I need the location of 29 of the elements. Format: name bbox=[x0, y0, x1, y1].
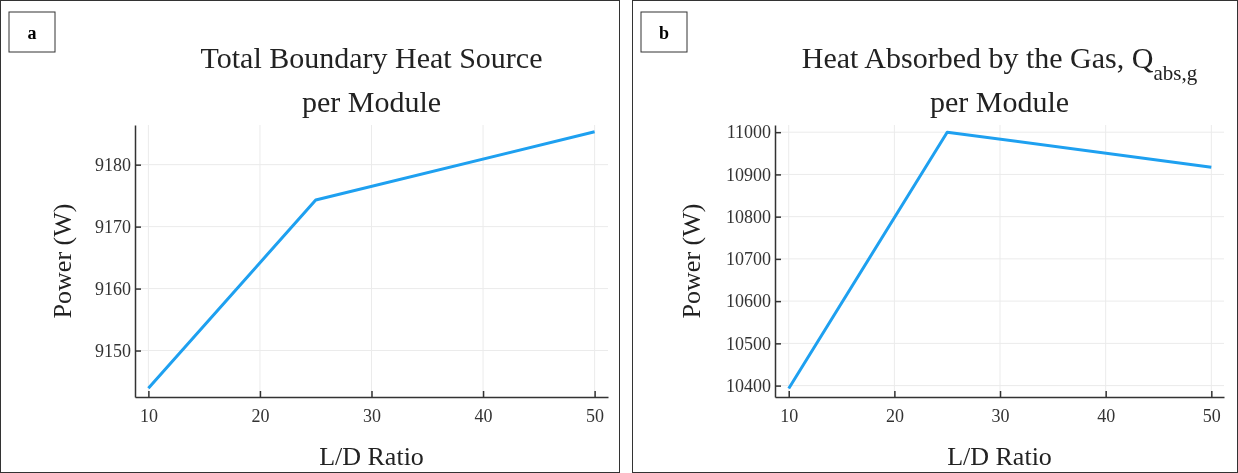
x-tick-label: 40 bbox=[474, 405, 493, 426]
y-tick-label: 10600 bbox=[726, 291, 771, 312]
y-tick-label: 10800 bbox=[726, 206, 771, 227]
y-axis-title: Power (W) bbox=[677, 203, 706, 319]
y-tick-label: 10700 bbox=[726, 249, 771, 270]
y-tick-label: 10400 bbox=[726, 375, 771, 396]
y-tick-label: 9150 bbox=[95, 340, 131, 361]
y-tick-label: 9160 bbox=[95, 278, 131, 299]
x-tick-label: 30 bbox=[991, 405, 1010, 426]
x-axis-title: L/D Ratio bbox=[947, 442, 1052, 471]
y-axis-title: Power (W) bbox=[48, 203, 77, 319]
y-tick-label: 9170 bbox=[95, 216, 131, 237]
x-tick-label: 10 bbox=[139, 405, 158, 426]
x-tick-label: 30 bbox=[363, 405, 381, 426]
x-axis-title: L/D Ratio bbox=[319, 442, 424, 471]
x-tick-label: 20 bbox=[885, 405, 904, 426]
chart-title: Heat Absorbed by the Gas, Q$_{abs,g}$ per Module bbox=[801, 41, 1198, 118]
x-tick-label: 50 bbox=[1202, 405, 1221, 426]
y-tick-label: 10900 bbox=[726, 164, 771, 185]
x-tick-label: 40 bbox=[1097, 405, 1116, 426]
x-tick-label: 10 bbox=[780, 405, 799, 426]
y-tick-label: 11000 bbox=[726, 122, 771, 143]
text: b bbox=[658, 23, 670, 43]
x-tick-label: 20 bbox=[251, 405, 270, 426]
y-tick-label: 10500 bbox=[726, 333, 771, 354]
chart-title: Total Boundary Heat Source per Module bbox=[200, 41, 543, 118]
y-tick-label: 9180 bbox=[95, 154, 131, 175]
x-tick-label: 50 bbox=[586, 405, 605, 426]
text: a bbox=[27, 23, 37, 43]
